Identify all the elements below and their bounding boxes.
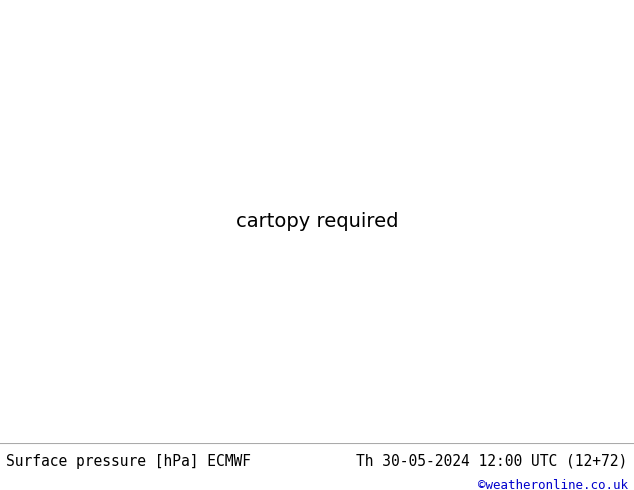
- Text: Th 30-05-2024 12:00 UTC (12+72): Th 30-05-2024 12:00 UTC (12+72): [356, 454, 628, 468]
- Text: cartopy required: cartopy required: [236, 212, 398, 231]
- Text: Surface pressure [hPa] ECMWF: Surface pressure [hPa] ECMWF: [6, 454, 251, 468]
- Text: ©weatheronline.co.uk: ©weatheronline.co.uk: [477, 479, 628, 490]
